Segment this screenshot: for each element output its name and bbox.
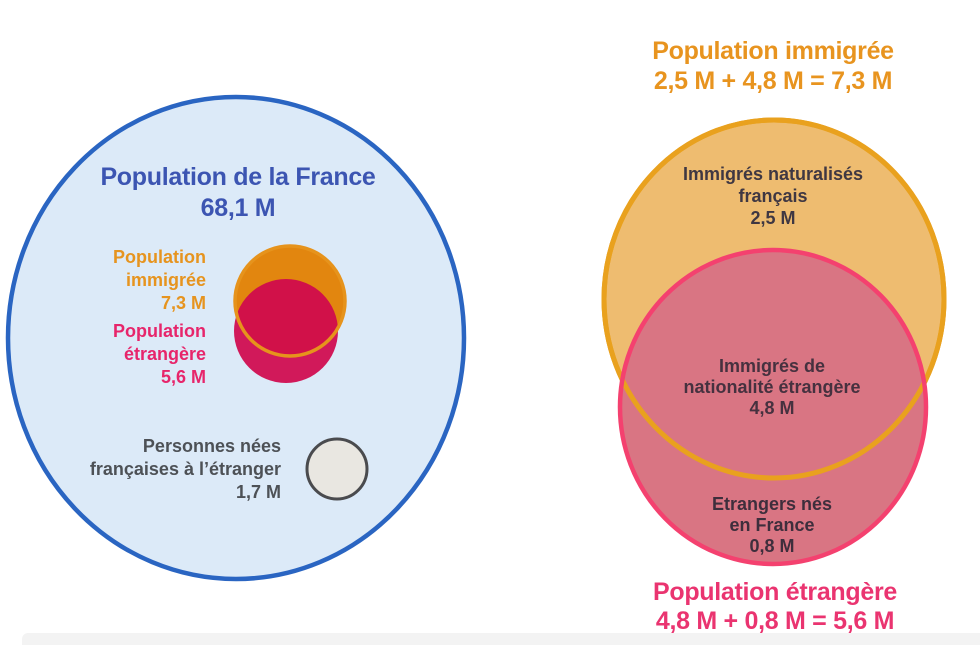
born-in-france-value: 0,8 M bbox=[749, 536, 795, 556]
overlap-value: 4,8 M bbox=[749, 398, 795, 418]
bottom-strip bbox=[22, 633, 980, 645]
overlap-line1: Immigrés de bbox=[718, 356, 826, 376]
born-abroad-circle bbox=[305, 437, 369, 501]
naturalized-immigrants-label: Immigrés naturalisés français 2,5 M bbox=[648, 163, 898, 229]
born-abroad-line1: Personnes nées bbox=[142, 436, 281, 456]
born-abroad-value: 1,7 M bbox=[235, 482, 281, 502]
foreign-population-label: Population étrangère 5,6 M bbox=[78, 320, 206, 389]
venn-foreign-circle-outline bbox=[617, 247, 929, 567]
foreign-population-line1: Population bbox=[113, 321, 206, 341]
immigrant-header-title: Population immigrée bbox=[652, 37, 894, 65]
overlap-line2: nationalité étrangère bbox=[683, 377, 861, 397]
small-foreign-circle bbox=[234, 279, 338, 383]
naturalized-line2: français bbox=[738, 186, 808, 206]
immigrant-population-line1: Population bbox=[113, 247, 206, 267]
immigrant-population-label: Population immigrée 7,3 M bbox=[78, 246, 206, 315]
foreigners-born-in-france-label: Etrangers nés en France 0,8 M bbox=[648, 494, 896, 557]
foreign-footer-title: Population étrangère bbox=[652, 578, 898, 606]
naturalized-line1: Immigrés naturalisés bbox=[682, 164, 864, 184]
immigrant-header-sum: 2,5 M + 4,8 M = 7,3 M bbox=[653, 67, 893, 95]
small-immigrant-circle-outline bbox=[233, 244, 347, 358]
born-abroad-line2: françaises à l’étranger bbox=[89, 459, 281, 479]
france-title: Population de la France 68,1 M bbox=[78, 162, 398, 224]
foreign-nationality-immigrants-label: Immigrés de nationalité étrangère 4,8 M bbox=[643, 356, 901, 419]
foreign-population-line2: étrangère bbox=[123, 344, 206, 364]
born-in-france-line2: en France bbox=[729, 515, 815, 535]
born-abroad-label: Personnes nées françaises à l’étranger 1… bbox=[80, 435, 281, 504]
foreign-footer-sum: 4,8 M + 0,8 M = 5,6 M bbox=[655, 607, 895, 635]
born-in-france-line1: Etrangers nés bbox=[711, 494, 833, 514]
foreign-population-value: 5,6 M bbox=[160, 367, 206, 387]
immigrant-population-value: 7,3 M bbox=[160, 293, 206, 313]
naturalized-value: 2,5 M bbox=[750, 208, 796, 228]
france-title-line1: Population de la France bbox=[100, 163, 376, 191]
foreign-population-footer: Population étrangère 4,8 M + 0,8 M = 5,6… bbox=[605, 578, 945, 636]
venn-immigrant-circle-outline bbox=[601, 117, 947, 481]
immigrant-population-header: Population immigrée 2,5 M + 4,8 M = 7,3 … bbox=[623, 36, 923, 96]
venn-foreign-circle bbox=[620, 250, 926, 564]
france-title-value: 68,1 M bbox=[200, 194, 276, 222]
immigrant-population-line2: immigrée bbox=[125, 270, 206, 290]
